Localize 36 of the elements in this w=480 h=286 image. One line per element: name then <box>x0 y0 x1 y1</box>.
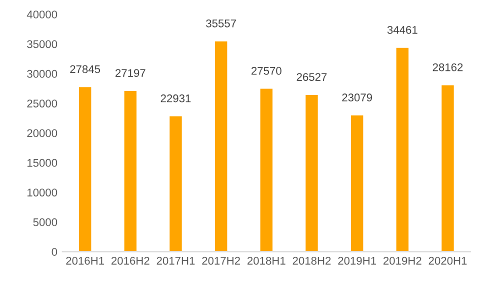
data-label: 35557 <box>206 19 236 28</box>
x-tick-label: 2016H2 <box>112 256 150 265</box>
data-label: 27570 <box>252 66 282 75</box>
data-label: 28162 <box>432 63 463 72</box>
x-tick-label: 2019H1 <box>338 256 376 265</box>
x-tick-label: 2018H1 <box>248 256 286 265</box>
y-tick-label: 30000 <box>27 70 58 78</box>
data-label: 27197 <box>116 69 146 77</box>
data-label: 26527 <box>296 73 327 81</box>
bar <box>214 40 229 252</box>
y-tick-label: 35000 <box>27 40 58 48</box>
y-tick-label: 5000 <box>33 218 58 226</box>
bar <box>350 114 365 252</box>
y-tick-label: 0 <box>52 248 58 256</box>
data-label: 34461 <box>387 26 418 34</box>
y-tick-label: 10000 <box>27 188 58 196</box>
bar <box>440 84 456 252</box>
data-label: 27845 <box>70 65 100 74</box>
x-tick-label: 2018H2 <box>292 256 331 265</box>
x-tick-label: 2017H1 <box>156 256 195 265</box>
x-tick-label: 2017H2 <box>202 256 240 265</box>
data-label: 23079 <box>342 94 372 102</box>
y-tick-label: 20000 <box>27 129 58 138</box>
bar <box>122 90 138 252</box>
bar <box>304 94 320 252</box>
y-tick-label: 15000 <box>27 158 58 167</box>
y-tick-label: 25000 <box>27 100 58 108</box>
data-label: 22931 <box>160 94 191 102</box>
bar <box>258 87 274 252</box>
x-tick-label: 2016H1 <box>66 256 104 265</box>
y-tick-label: 40000 <box>26 10 58 18</box>
bar <box>394 46 410 252</box>
x-tick-label: 2020H1 <box>428 256 467 265</box>
bar <box>78 86 93 252</box>
x-tick-label: 2019H2 <box>384 256 422 265</box>
bar <box>168 114 184 252</box>
